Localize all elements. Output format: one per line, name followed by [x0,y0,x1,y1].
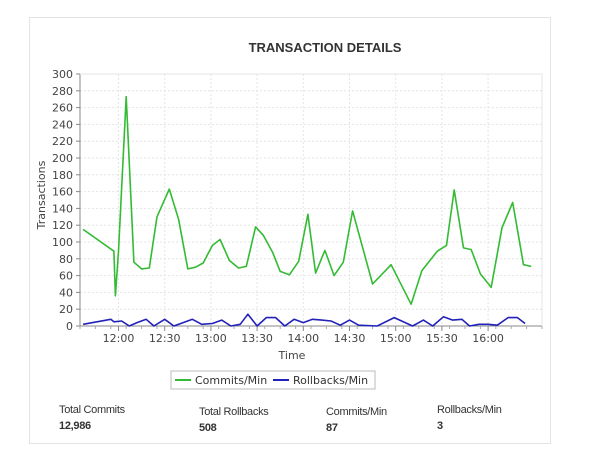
y-tick-label: 40 [59,286,73,299]
y-tick-label: 200 [52,152,73,165]
chart-grid [80,73,542,326]
legend-label: Rollbacks/Min [293,374,368,387]
stat-label: Total Commits [59,404,125,416]
stat-rollbacks-per-min: Rollbacks/Min 3 [437,404,502,432]
stat-label: Rollbacks/Min [437,404,502,416]
x-axis-ticks: 12:00 12:30 13:00 13:30 14:00 14:30 15:00 15:30… [79,326,543,345]
y-tick-label: 120 [52,219,73,232]
y-tick-label: 20 [59,303,73,316]
y-tick-label: 300 [52,68,73,81]
stat-label: Total Rollbacks [199,406,269,418]
chart-axes [79,73,543,327]
y-tick-label: 140 [52,202,73,215]
y-tick-label: 100 [52,236,73,249]
stat-value: 3 [437,420,443,432]
y-tick-label: 80 [59,253,73,266]
x-tick-label: 14:00 [287,332,319,345]
series-line-commits [82,95,532,306]
y-tick-label: 60 [59,270,73,283]
x-tick-label: 12:30 [149,332,181,345]
y-tick-label: 0 [66,320,73,333]
x-tick-label: 15:30 [426,332,458,345]
y-tick-label: 280 [52,85,73,98]
stat-total-commits: Total Commits 12,986 [59,404,125,432]
x-tick-label: 14:30 [334,332,366,345]
x-tick-label: 16:00 [472,332,504,345]
y-tick-label: 220 [52,135,73,148]
series-line-rollbacks [82,313,526,327]
y-tick-label: 180 [52,169,73,182]
x-axis-label: Time [278,349,306,362]
chart-title: TRANSACTION DETAILS [249,40,402,55]
y-tick-label: 160 [52,186,73,199]
stat-total-rollbacks: Total Rollbacks 508 [199,406,269,434]
x-tick-label: 13:30 [241,332,273,345]
stat-commits-per-min: Commits/Min 87 [326,406,387,434]
y-tick-label: 260 [52,102,73,115]
chart-series [82,95,532,327]
x-tick-label: 13:00 [195,332,227,345]
chart-legend[interactable]: Commits/Min Rollbacks/Min [170,370,376,390]
stat-value: 87 [326,422,338,434]
y-tick-label: 240 [52,118,73,131]
legend-label: Commits/Min [195,374,267,387]
stat-label: Commits/Min [326,406,387,418]
stat-value: 12,986 [59,420,91,432]
x-tick-label: 12:00 [103,332,135,345]
y-axis-label: Transactions [35,160,48,230]
stat-value: 508 [199,422,217,434]
y-axis-ticks: 0 20 40 60 80 100 120 140 160 180 200 220 240 260 280 3… [52,68,80,333]
x-tick-label: 15:00 [380,332,412,345]
